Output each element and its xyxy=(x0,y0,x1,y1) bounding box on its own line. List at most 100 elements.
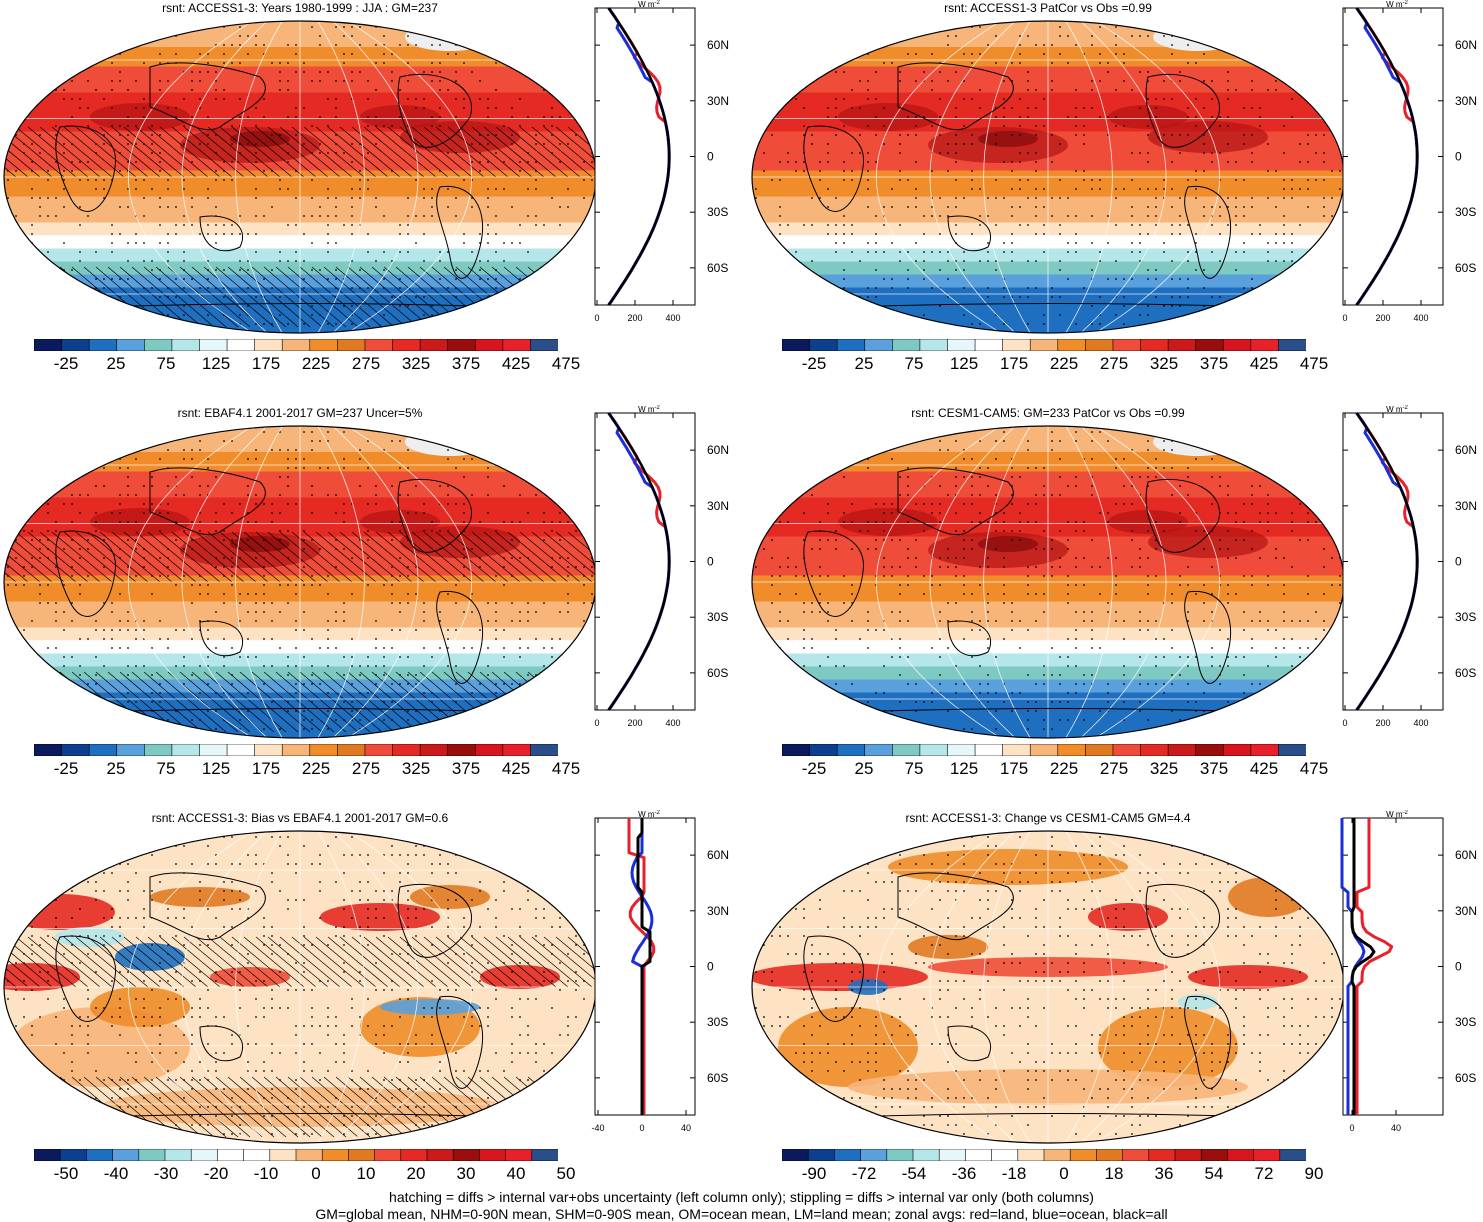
colorbar-tick-label: 475 xyxy=(1300,759,1328,779)
colorbar-swatch xyxy=(837,744,865,756)
colorbar-swatch xyxy=(1251,744,1279,756)
colorbar-swatch xyxy=(172,744,200,756)
colorbar-swatch xyxy=(1175,1149,1202,1161)
colorbar-swatch xyxy=(1196,339,1224,351)
colorbar-swatch xyxy=(282,744,310,756)
zonal-lat-label: 0 xyxy=(707,960,714,974)
colorbar-tick-label: 25 xyxy=(855,354,874,374)
zonal-lat-label: 60S xyxy=(707,261,728,275)
zonal-lat-label: 60S xyxy=(1455,261,1476,275)
zonal-x-label: -40 xyxy=(591,1123,604,1133)
colorbar-tick-label: 90 xyxy=(1305,1164,1324,1184)
colorbar-swatch xyxy=(227,744,255,756)
colorbar-swatch xyxy=(530,744,558,756)
colorbar-swatch xyxy=(113,1149,140,1161)
colorbar-swatch xyxy=(282,339,310,351)
colorbar-swatch xyxy=(1113,339,1141,351)
zonal-lat-label: 60N xyxy=(1455,848,1477,862)
colorbar-swatch xyxy=(530,339,558,351)
colorbar-tick-label: -30 xyxy=(154,1164,179,1184)
zonal-lat-label: 30S xyxy=(707,205,728,219)
colorbar-tick-label: 0 xyxy=(311,1164,320,1184)
colorbar xyxy=(34,339,558,351)
colorbar-tick-label: 125 xyxy=(202,759,230,779)
zonal-lat-label: 60N xyxy=(707,443,729,457)
colorbar-swatch xyxy=(199,339,227,351)
colorbar-swatch xyxy=(191,1149,218,1161)
colorbar-tick-label: 225 xyxy=(1050,759,1078,779)
colorbar-tick-label: 40 xyxy=(507,1164,526,1184)
colorbar-swatch xyxy=(475,339,503,351)
colorbar-swatch xyxy=(117,744,145,756)
colorbar-swatch xyxy=(506,1149,533,1161)
colorbar-swatch xyxy=(296,1149,323,1161)
colorbar-swatch xyxy=(420,744,448,756)
colorbar-swatch xyxy=(310,339,338,351)
colorbar-swatch xyxy=(144,339,172,351)
colorbar-tick-label: 25 xyxy=(107,354,126,374)
colorbar-swatch xyxy=(144,744,172,756)
colorbar-swatch xyxy=(1141,744,1169,756)
panel-title: rsnt: ACCESS1-3: Change vs CESM1-CAM5 GM… xyxy=(748,810,1348,826)
zonal-lat-label: 60S xyxy=(707,666,728,680)
colorbar-swatch xyxy=(975,744,1003,756)
colorbar-tick-label: 375 xyxy=(452,759,480,779)
colorbar-swatch xyxy=(34,744,62,756)
panel-title: rsnt: ACCESS1-3: Bias vs EBAF4.1 2001-20… xyxy=(0,810,600,826)
colorbar-swatch xyxy=(1196,744,1224,756)
colorbar-swatch xyxy=(34,339,62,351)
colorbar-tick-label: 125 xyxy=(202,354,230,374)
colorbar-tick-label: 375 xyxy=(1200,759,1228,779)
panel-title: rsnt: CESM1-CAM5: GM=233 PatCor vs Obs =… xyxy=(748,405,1348,421)
footer-line-2: GM=global mean, NHM=0-90N mean, SHM=0-90… xyxy=(0,1206,1483,1222)
map-panel-3: rsnt: EBAF4.1 2001-2017 GM=237 Uncer=5%-… xyxy=(0,405,740,810)
colorbar-tick-label: 54 xyxy=(1205,1164,1224,1184)
colorbar-swatch xyxy=(1044,1149,1071,1161)
colorbar-swatch xyxy=(837,339,865,351)
colorbar-swatch xyxy=(865,339,893,351)
zonal-x-label: 0 xyxy=(1342,718,1347,728)
colorbar-swatch xyxy=(913,1149,940,1161)
colorbar-swatch xyxy=(365,744,393,756)
colorbar-swatch xyxy=(393,744,421,756)
colorbar-swatch xyxy=(1223,339,1251,351)
zonal-lat-label: 30N xyxy=(707,904,729,918)
colorbar-tick-label: -54 xyxy=(902,1164,927,1184)
map xyxy=(0,422,600,742)
zonal-x-label: 0 xyxy=(639,1123,644,1133)
colorbar-swatch xyxy=(1003,339,1031,351)
map xyxy=(0,17,600,337)
zonal-lat-label: 30S xyxy=(707,610,728,624)
map xyxy=(748,17,1348,337)
map-panel-5: rsnt: ACCESS1-3: Bias vs EBAF4.1 2001-20… xyxy=(0,810,740,1215)
colorbar-tick-label: 125 xyxy=(950,759,978,779)
colorbar-swatch xyxy=(1030,339,1058,351)
map-panel-1: rsnt: ACCESS1-3: Years 1980-1999 : JJA :… xyxy=(0,0,740,405)
colorbar-swatch xyxy=(244,1149,271,1161)
colorbar-swatch xyxy=(1278,744,1306,756)
colorbar-swatch xyxy=(1085,339,1113,351)
colorbar-swatch xyxy=(782,744,810,756)
colorbar-swatch xyxy=(217,1149,244,1161)
colorbar-tick-label: -25 xyxy=(54,759,79,779)
colorbar-swatch xyxy=(992,1149,1019,1161)
colorbar-tick-label: 225 xyxy=(1050,354,1078,374)
zonal-x-label: 400 xyxy=(665,718,680,728)
zonal-x-label: 0 xyxy=(1349,1123,1354,1133)
colorbar-swatch xyxy=(1085,744,1113,756)
zonal-lat-label: 30N xyxy=(707,499,729,513)
zonal-lat-label: 30S xyxy=(1455,205,1476,219)
zonal-lat-label: 60S xyxy=(1455,1071,1476,1085)
colorbar-tick-label: -25 xyxy=(802,354,827,374)
colorbar-tick-label: 475 xyxy=(552,354,580,374)
colorbar-swatch xyxy=(1003,744,1031,756)
colorbar-swatch xyxy=(62,339,90,351)
